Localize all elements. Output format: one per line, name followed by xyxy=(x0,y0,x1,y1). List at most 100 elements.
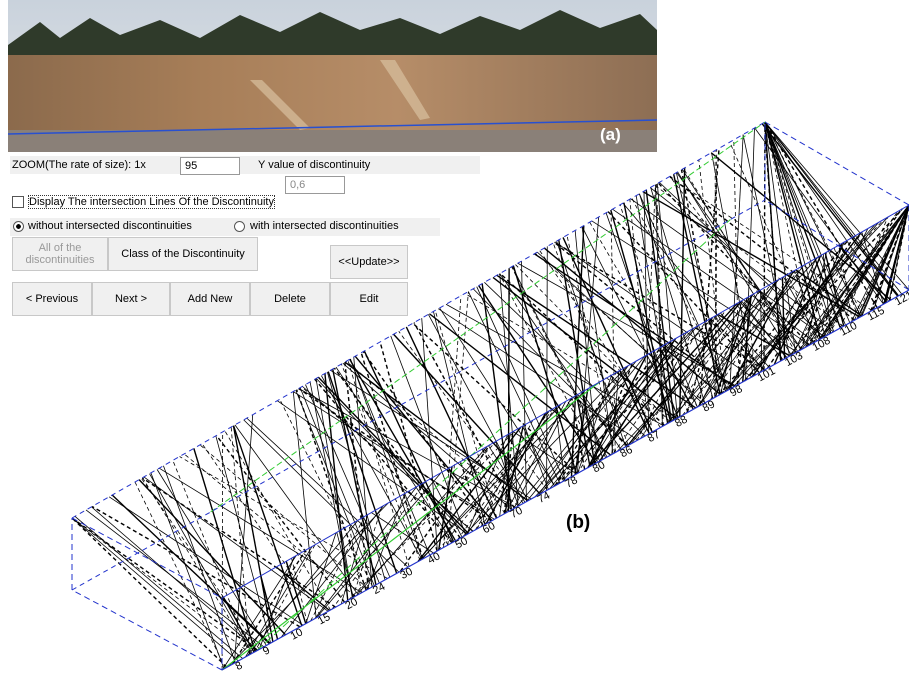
discontinuity-line xyxy=(578,375,612,473)
discontinuity-line xyxy=(651,187,713,398)
discontinuity-line xyxy=(871,205,909,311)
discontinuity-line xyxy=(544,248,720,394)
btn-next[interactable]: Next > xyxy=(92,282,170,316)
discontinuity-line xyxy=(783,277,819,340)
discontinuity-line xyxy=(611,210,671,422)
checkbox[interactable] xyxy=(12,196,24,208)
discontinuity-line xyxy=(550,341,671,489)
discontinuity-line xyxy=(822,205,909,338)
discontinuity-line xyxy=(465,293,675,419)
discontinuity-line xyxy=(233,426,272,642)
box-edge xyxy=(72,590,222,670)
discontinuity-line xyxy=(440,308,555,486)
discontinuity-line xyxy=(477,287,565,481)
zoom-input[interactable]: 95 xyxy=(180,157,240,175)
discontinuity-line xyxy=(829,205,909,335)
btn-add[interactable]: Add New xyxy=(170,282,250,316)
discontinuity-line xyxy=(680,168,685,417)
model-label: (b) xyxy=(566,512,590,533)
discontinuity-line xyxy=(157,469,266,645)
discontinuity-line xyxy=(737,298,747,385)
discontinuity-line xyxy=(194,448,255,651)
discontinuity-line xyxy=(671,281,776,422)
discontinuity-line xyxy=(142,478,335,607)
discontinuity-line xyxy=(468,292,559,484)
discontinuity-line xyxy=(641,310,726,439)
discontinuity-line xyxy=(611,210,615,453)
discontinuity-line xyxy=(537,252,703,404)
discontinuity-line xyxy=(575,230,597,462)
discontinuity-line xyxy=(286,561,306,623)
discontinuity-line xyxy=(232,550,305,664)
edge-number: 89 xyxy=(701,398,717,414)
btn-edit[interactable]: Edit xyxy=(330,282,408,316)
discontinuity-line xyxy=(884,205,909,304)
discontinuity-line xyxy=(400,445,490,572)
discontinuity-line xyxy=(281,506,384,638)
discontinuity-line xyxy=(296,390,375,586)
discontinuity-line xyxy=(380,342,437,551)
discontinuity-line xyxy=(719,239,849,395)
discontinuity-line xyxy=(721,301,742,395)
discontinuity-line xyxy=(300,388,379,583)
discontinuity-line xyxy=(678,172,792,355)
discontinuity-line xyxy=(255,545,315,652)
discontinuity-line xyxy=(391,336,466,535)
discontinuity-line xyxy=(222,598,270,643)
discontinuity-line xyxy=(588,343,667,467)
discontinuity-line xyxy=(505,426,523,514)
discontinuity-line xyxy=(311,516,365,621)
discontinuity-line xyxy=(684,169,796,353)
discontinuity-line xyxy=(556,407,565,480)
discontinuity-line xyxy=(590,222,698,407)
discontinuity-line xyxy=(760,258,816,372)
discontinuity-line xyxy=(144,477,328,611)
radio-without-label[interactable]: without intersected discontinuities xyxy=(28,220,192,232)
discontinuity-line xyxy=(463,366,628,537)
discontinuity-line xyxy=(349,525,361,593)
radio-with-label[interactable]: with intersected discontinuities xyxy=(250,220,399,232)
btn-previous[interactable]: < Previous xyxy=(12,282,92,316)
btn-class[interactable]: Class of the Discontinuity xyxy=(108,237,258,271)
radio-off[interactable] xyxy=(234,221,245,232)
discontinuity-line xyxy=(747,298,755,376)
discontinuity-line xyxy=(677,172,802,349)
discontinuity-line xyxy=(637,328,694,441)
y-input[interactable]: 0,6 xyxy=(285,176,345,194)
discontinuity-line xyxy=(540,338,676,494)
discontinuity-line xyxy=(659,182,824,337)
discontinuity-line xyxy=(670,342,697,407)
discontinuity-line xyxy=(792,232,862,355)
discontinuity-line xyxy=(540,251,661,428)
discontinuity-line xyxy=(202,444,321,616)
discontinuity-line xyxy=(499,274,600,461)
discontinuity-line xyxy=(636,196,672,422)
discontinuity-line xyxy=(244,420,399,572)
discontinuity-line xyxy=(318,377,468,533)
y-label: Y value of discontinuity xyxy=(258,159,370,171)
discontinuity-line xyxy=(349,430,516,600)
radio-on[interactable] xyxy=(13,221,24,232)
discontinuity-line xyxy=(261,576,278,639)
discontinuity-line xyxy=(355,356,492,520)
discontinuity-line xyxy=(669,177,872,311)
discontinuity-line xyxy=(884,205,909,304)
discontinuity-line xyxy=(715,151,716,397)
discontinuity-line xyxy=(277,401,467,534)
checkbox-label[interactable]: Display The intersection Lines Of the Di… xyxy=(28,195,275,209)
discontinuity-line xyxy=(422,404,562,560)
btn-delete[interactable]: Delete xyxy=(250,282,330,316)
btn-update[interactable]: <<Update>> xyxy=(330,245,408,279)
discontinuity-line xyxy=(414,323,514,509)
discontinuity-line xyxy=(794,242,845,354)
discontinuity-line xyxy=(789,205,909,356)
btn-all[interactable]: All of the discontinuities xyxy=(12,237,108,271)
discontinuity-line xyxy=(316,378,466,534)
discontinuity-line xyxy=(644,191,649,434)
discontinuity-line xyxy=(345,362,528,501)
discontinuity-line xyxy=(575,396,628,446)
discontinuity-line xyxy=(517,361,636,507)
discontinuity-line xyxy=(559,240,595,464)
discontinuity-line xyxy=(657,184,677,419)
discontinuity-line xyxy=(862,205,909,316)
